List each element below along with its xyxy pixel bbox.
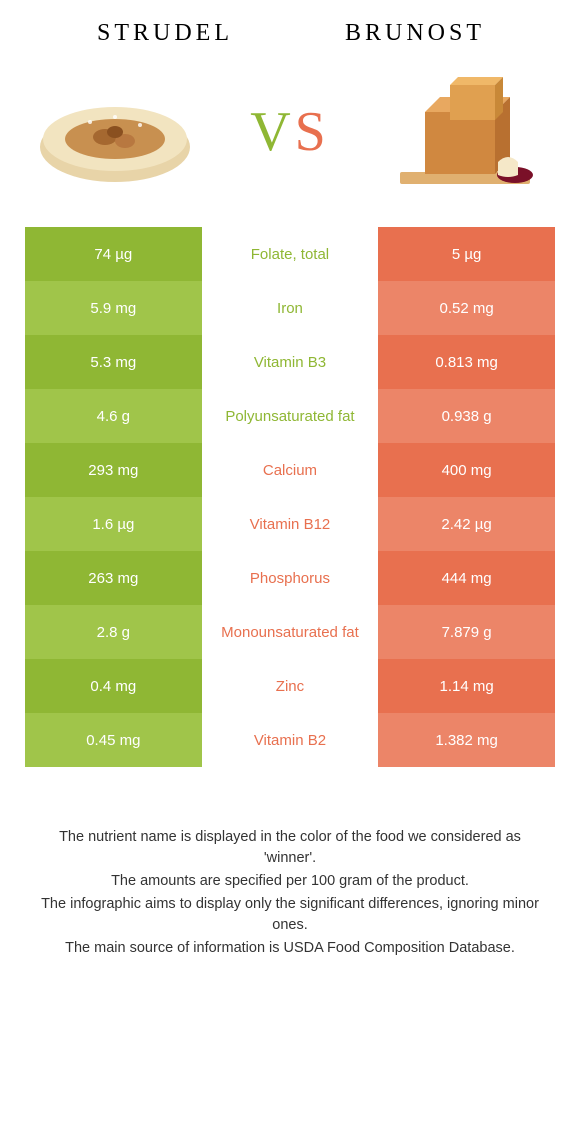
left-value: 5.9 mg [25, 281, 202, 335]
right-value: 1.382 mg [378, 713, 555, 767]
nutrient-label: Phosphorus [202, 551, 379, 605]
nutrient-label: Vitamin B12 [202, 497, 379, 551]
table-row: 5.9 mgIron0.52 mg [25, 281, 555, 335]
nutrient-label: Vitamin B2 [202, 713, 379, 767]
right-value: 444 mg [378, 551, 555, 605]
strudel-image [30, 67, 200, 197]
strudel-icon [30, 67, 200, 197]
brunost-icon [380, 67, 550, 197]
images-row: V S [0, 47, 580, 227]
right-value: 2.42 µg [378, 497, 555, 551]
left-value: 1.6 µg [25, 497, 202, 551]
table-row: 0.45 mgVitamin B21.382 mg [25, 713, 555, 767]
left-value: 293 mg [25, 443, 202, 497]
table-row: 2.8 gMonounsaturated fat7.879 g [25, 605, 555, 659]
right-title: BRUNOST [290, 20, 540, 47]
nutrient-label: Folate, total [202, 227, 379, 281]
right-value: 7.879 g [378, 605, 555, 659]
left-value: 5.3 mg [25, 335, 202, 389]
table-row: 1.6 µgVitamin B122.42 µg [25, 497, 555, 551]
nutrient-label: Iron [202, 281, 379, 335]
right-value: 0.52 mg [378, 281, 555, 335]
left-value: 4.6 g [25, 389, 202, 443]
footnote-line: The nutrient name is displayed in the co… [40, 827, 540, 869]
header: STRUDEL BRUNOST [0, 0, 580, 47]
footnote-line: The main source of information is USDA F… [40, 938, 540, 959]
nutrient-label: Calcium [202, 443, 379, 497]
left-value: 0.45 mg [25, 713, 202, 767]
table-row: 4.6 gPolyunsaturated fat0.938 g [25, 389, 555, 443]
table-row: 293 mgCalcium400 mg [25, 443, 555, 497]
table-row: 0.4 mgZinc1.14 mg [25, 659, 555, 713]
left-value: 0.4 mg [25, 659, 202, 713]
right-value: 400 mg [378, 443, 555, 497]
right-value: 0.938 g [378, 389, 555, 443]
left-title: STRUDEL [40, 20, 290, 47]
left-value: 263 mg [25, 551, 202, 605]
brunost-image [380, 67, 550, 197]
footnotes: The nutrient name is displayed in the co… [0, 827, 580, 959]
right-value: 0.813 mg [378, 335, 555, 389]
vs-label: V S [250, 100, 330, 164]
table-row: 74 µgFolate, total5 µg [25, 227, 555, 281]
vs-s: S [295, 100, 330, 164]
footnote-line: The infographic aims to display only the… [40, 894, 540, 936]
left-value: 2.8 g [25, 605, 202, 659]
right-value: 5 µg [378, 227, 555, 281]
table-row: 263 mgPhosphorus444 mg [25, 551, 555, 605]
nutrient-label: Polyunsaturated fat [202, 389, 379, 443]
comparison-table: 74 µgFolate, total5 µg5.9 mgIron0.52 mg5… [25, 227, 555, 767]
left-value: 74 µg [25, 227, 202, 281]
nutrient-label: Zinc [202, 659, 379, 713]
nutrient-label: Monounsaturated fat [202, 605, 379, 659]
footnote-line: The amounts are specified per 100 gram o… [40, 871, 540, 892]
table-row: 5.3 mgVitamin B30.813 mg [25, 335, 555, 389]
nutrient-label: Vitamin B3 [202, 335, 379, 389]
vs-v: V [250, 100, 294, 164]
right-value: 1.14 mg [378, 659, 555, 713]
